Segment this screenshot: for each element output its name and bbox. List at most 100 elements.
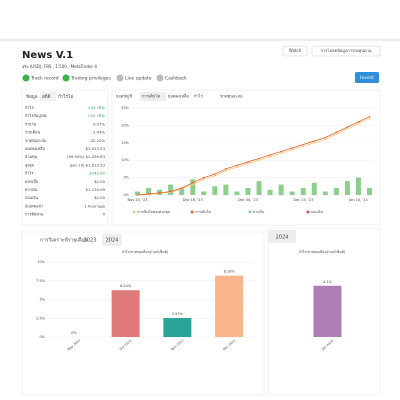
daily-bar (289, 191, 295, 195)
point (236, 164, 238, 167)
y-tick-label: 25% (121, 106, 129, 110)
chart-tab[interactable]: ยอดบัญชี (116, 94, 132, 99)
point (291, 148, 293, 151)
legend-label: ฝากเงิน (253, 210, 265, 214)
stat-value: 2.43% (93, 130, 105, 135)
point (236, 166, 238, 168)
title: News V.1 (22, 50, 73, 61)
stat-label: รายเดือน (25, 130, 40, 135)
badge-label: Live update (125, 76, 152, 82)
point (247, 161, 249, 163)
stats-tab[interactable]: สถิติ (42, 94, 50, 100)
chart-tab[interactable]: ยอดคงเหลือ (168, 94, 189, 99)
stat-label: สูงสุด (25, 162, 34, 168)
point (291, 147, 293, 149)
point (346, 128, 349, 130)
point (335, 131, 338, 134)
stat-value: +22.78% (87, 113, 105, 118)
point (280, 152, 282, 155)
chart-tab[interactable]: การเติบโต (142, 94, 160, 99)
daily-bar (168, 184, 174, 195)
stat-value: 0.07% (93, 121, 105, 126)
point (324, 136, 327, 139)
invest-button[interactable] (355, 72, 379, 83)
invest-label: Invest (360, 75, 374, 81)
bar (313, 285, 342, 337)
stat-value: 1 hour ago (84, 203, 105, 208)
stat-value: (99.90%) $1,299.63 (67, 154, 106, 159)
point (357, 122, 360, 125)
point (136, 194, 139, 196)
daily-bar (212, 186, 218, 195)
header-button-label: Watch (289, 48, 302, 53)
header-button[interactable] (282, 45, 308, 57)
point (313, 142, 316, 144)
tab-label: 2024 (276, 235, 289, 241)
year-tab[interactable]: 2023 (84, 238, 97, 244)
stat-value: $0.00 (94, 179, 105, 184)
point (202, 178, 205, 181)
stat-value: $242.62 (89, 171, 105, 176)
bar (111, 290, 140, 337)
point (247, 162, 249, 165)
stat-value: +33.78% (87, 105, 105, 110)
point (280, 150, 282, 153)
point (269, 154, 271, 156)
stat-label: ดอกเบี้ย (25, 178, 38, 184)
tab[interactable] (268, 230, 296, 243)
point (180, 187, 183, 189)
stat-value: (Jan 10) $1,513.53 (70, 162, 106, 167)
daily-bar (267, 189, 273, 195)
x-tick-label: Dec 08, '23 (238, 198, 258, 202)
y-tick-label: 0% (39, 335, 45, 339)
legend-marker (306, 210, 310, 214)
stat-label: ส่วนทุน (25, 154, 38, 160)
point (269, 155, 271, 158)
y-tick-label: 5% (39, 298, 45, 302)
value-label: 8.18% (224, 270, 236, 274)
bar (215, 275, 244, 337)
stats-tab[interactable]: ข้อมูล (26, 94, 38, 100)
value-label: 6.24% (120, 284, 132, 288)
y-tick-label: 5% (123, 176, 129, 180)
line (137, 118, 370, 196)
point (357, 121, 360, 123)
stat-label: ฝากเงิน (25, 187, 38, 192)
chart-tab[interactable]: ขาดทุนสะสม (220, 94, 243, 100)
y-tick-label: 15% (121, 141, 129, 145)
point (225, 168, 227, 170)
point (147, 193, 150, 195)
badge-icon (156, 74, 164, 82)
daily-bar (234, 191, 240, 195)
daily-bar (311, 182, 317, 195)
point (258, 157, 260, 160)
x-tick-label: Dec 23, '23 (293, 198, 313, 202)
daily-bar (135, 191, 141, 195)
point (214, 173, 216, 175)
stats-tab[interactable]: กำไรไม่ (58, 93, 73, 100)
chart-title: กำไร/ขาดทุนเดือน(เปอร์เซ็นต์) (122, 248, 169, 255)
header-button[interactable] (311, 45, 381, 57)
y-tick-label: 20% (121, 123, 129, 127)
point (313, 140, 316, 142)
y-tick-label: 10% (37, 260, 45, 264)
stat-label: ยอดคงเหลือ (25, 146, 45, 151)
year-tab[interactable]: 2024 (106, 238, 119, 244)
x-tick-label: Jan 10, '24 (348, 198, 368, 202)
badge-icon (116, 74, 124, 82)
badge-icon (22, 74, 30, 82)
chart-tab[interactable]: กำไร (194, 94, 204, 99)
chart-title: กำไร/ขาดทุนเดือน(เปอร์เซ็นต์) (299, 248, 346, 255)
stat-value: $1,134.09 (86, 187, 106, 192)
y-tick-label: 2.5% (36, 316, 46, 320)
legend-marker (190, 210, 194, 214)
badge-label: Trading privileges (70, 76, 111, 82)
point (169, 190, 172, 193)
daily-bar (179, 188, 185, 195)
monthly-title: การวิเคราะห์รายเดือน (40, 237, 88, 244)
daily-bar (201, 191, 207, 195)
badge-icon (62, 74, 70, 82)
legend-marker (248, 210, 252, 214)
growth-panel (111, 89, 381, 226)
